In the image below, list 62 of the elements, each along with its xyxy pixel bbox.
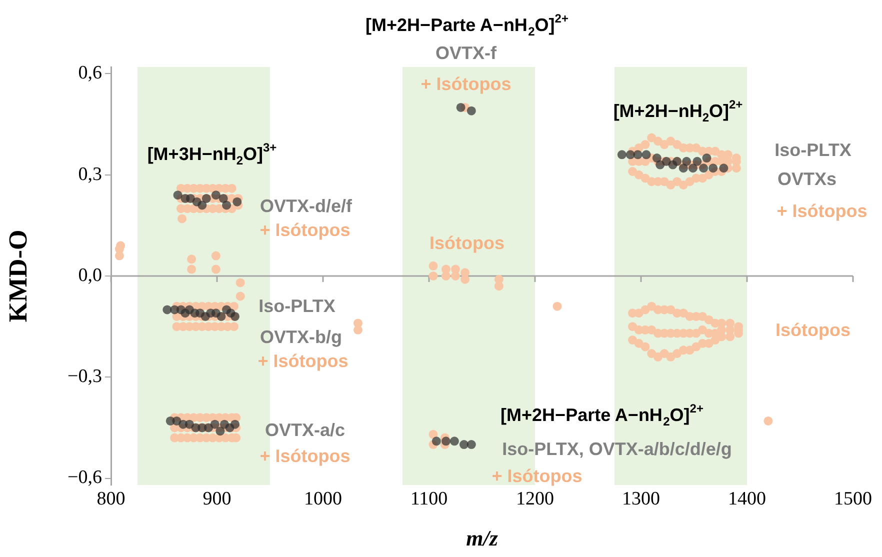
annotation: + Isótopos bbox=[776, 200, 868, 221]
point bbox=[626, 150, 635, 160]
annotation: OVTXs bbox=[777, 168, 837, 189]
annotation: + Isótopos bbox=[492, 466, 582, 486]
annotation: + Isótopos bbox=[260, 446, 350, 466]
point bbox=[702, 154, 712, 163]
point bbox=[186, 194, 195, 203]
point bbox=[668, 160, 678, 170]
y-tick-label: −0,3 bbox=[68, 366, 102, 388]
x-tick-label: 1400 bbox=[728, 488, 766, 510]
point bbox=[652, 154, 662, 163]
annotation: OVTX-b/g bbox=[260, 326, 342, 347]
annotation: + Isótopos bbox=[258, 350, 348, 371]
text: OVTX-f bbox=[436, 42, 498, 63]
x-tick-label: 1200 bbox=[516, 488, 554, 510]
x-tick-label: 1500 bbox=[834, 488, 872, 510]
annotation: Iso-PLTX bbox=[258, 296, 336, 316]
point bbox=[232, 197, 242, 206]
annotation: Iso-PLTX, OVTX-a/b/c/d/e/g bbox=[502, 438, 732, 459]
point bbox=[692, 156, 702, 166]
annotation: Iso-PLTX bbox=[774, 140, 852, 160]
point bbox=[708, 164, 718, 173]
point bbox=[633, 150, 642, 160]
point bbox=[719, 164, 728, 173]
point bbox=[211, 190, 220, 200]
point bbox=[642, 150, 651, 160]
annotation: Isótopos bbox=[776, 320, 850, 340]
y-tick-label: 0,3 bbox=[78, 164, 102, 185]
annotation: + Isótopos bbox=[260, 220, 350, 240]
y-axis-title: KMD-O bbox=[3, 230, 32, 322]
x-axis-title: m/z bbox=[466, 525, 498, 550]
y-tick-label: −0,6 bbox=[68, 467, 102, 488]
x-tick-label: 800 bbox=[96, 488, 126, 510]
point bbox=[450, 436, 459, 446]
annotation: OVTX-d/e/f bbox=[260, 196, 354, 216]
point bbox=[216, 426, 225, 436]
point bbox=[678, 164, 688, 173]
x-tick-label: 1300 bbox=[622, 488, 660, 510]
annotation: OVTX-a/c bbox=[264, 420, 346, 440]
annotation: Isótopos bbox=[430, 232, 504, 253]
point bbox=[699, 164, 708, 173]
point bbox=[456, 102, 466, 112]
point bbox=[230, 420, 240, 429]
x-tick-label: 900 bbox=[202, 488, 232, 510]
x-tick-label: 1100 bbox=[410, 488, 448, 510]
point bbox=[210, 420, 220, 429]
point bbox=[466, 106, 476, 116]
annotation: + Isótopos bbox=[420, 74, 512, 94]
point bbox=[688, 164, 698, 173]
x-tick-label: 1000 bbox=[304, 488, 342, 510]
point bbox=[222, 200, 232, 210]
y-tick-label: 0,6 bbox=[78, 62, 102, 84]
point bbox=[173, 190, 182, 200]
point bbox=[466, 440, 476, 450]
point bbox=[459, 440, 468, 450]
y-tick-label: 0,0 bbox=[78, 264, 102, 286]
point bbox=[617, 150, 626, 160]
point bbox=[682, 156, 692, 166]
point bbox=[441, 436, 450, 446]
point bbox=[432, 436, 441, 446]
point bbox=[656, 160, 665, 170]
point bbox=[198, 200, 207, 210]
